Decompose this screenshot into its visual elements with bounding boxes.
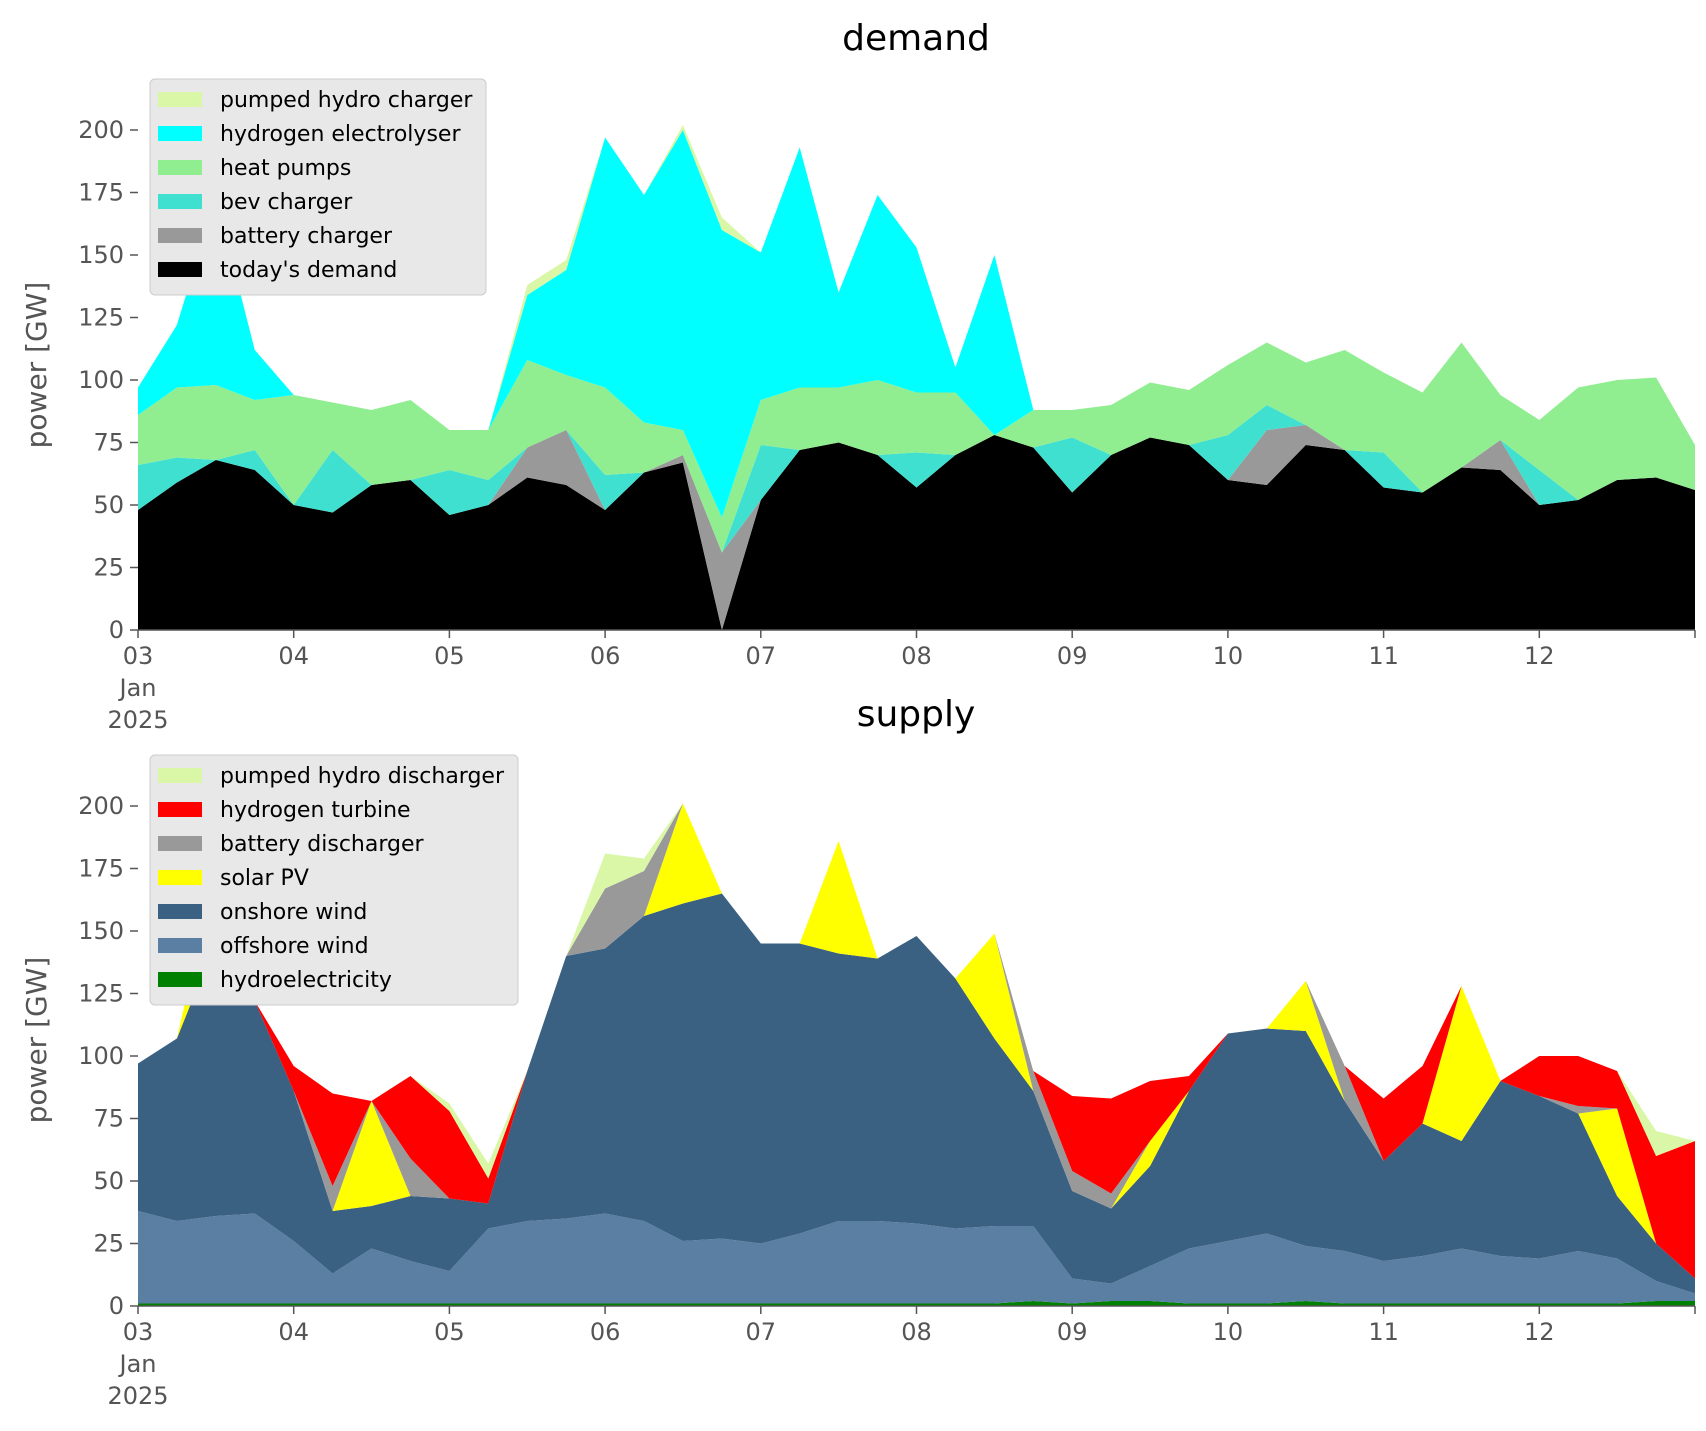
y-tick-label: 50 [93, 491, 124, 519]
legend-swatch-hydroelectricity [158, 972, 202, 987]
x-tick-month-label: Jan [118, 1350, 157, 1378]
legend-swatch-today-s-demand [158, 262, 202, 277]
area-battery-charger [138, 425, 1695, 630]
y-tick-label: 75 [93, 429, 124, 457]
x-tick-label: 08 [901, 642, 932, 670]
x-tick-label: 05 [434, 642, 465, 670]
demand-x-ticks: 03 04 05 06 07 08 09 10 11 12 Jan 2025 [107, 630, 1696, 734]
x-tick-label: 05 [434, 1318, 465, 1346]
supply-areas [138, 803, 1695, 1306]
x-tick-label: 06 [590, 1318, 621, 1346]
x-tick-month-label: Jan [118, 674, 157, 702]
legend-label-bev-charger: bev charger [220, 190, 353, 215]
legend-label-pumped-hydro-discharger: pumped hydro discharger [220, 764, 505, 789]
legend-label-heat-pumps: heat pumps [220, 156, 351, 181]
legend-swatch-hydrogen-turbine [158, 802, 202, 817]
legend-swatch-hydrogen-electrolyser [158, 126, 202, 141]
supply-y-axis-label: power [GW] [20, 957, 53, 1124]
demand-areas [138, 125, 1695, 630]
legend-label-onshore-wind: onshore wind [220, 900, 367, 925]
y-tick-label: 200 [78, 792, 124, 820]
legend-label-hydrogen-electrolyser: hydrogen electrolyser [220, 122, 461, 147]
demand-panel: demand 0 25 50 75 100 125 150 175 200 03 04 05 06 07… [20, 18, 1696, 734]
legend-label-battery-discharger: battery discharger [220, 832, 425, 857]
y-tick-label: 25 [93, 554, 124, 582]
y-tick-label: 175 [78, 855, 124, 883]
x-tick-label: 11 [1368, 642, 1399, 670]
x-tick-label: 09 [1057, 642, 1088, 670]
y-tick-label: 100 [78, 366, 124, 394]
legend-frame [149, 78, 487, 296]
x-tick-label: 06 [590, 642, 621, 670]
y-tick-label: 125 [78, 304, 124, 332]
y-tick-label: 75 [93, 1105, 124, 1133]
supply-legend: pumped hydro discharger hydrogen turbine b… [149, 754, 519, 1006]
legend-swatch-battery-discharger [158, 836, 202, 851]
x-tick-label: 12 [1524, 642, 1555, 670]
area-bev-charger [138, 405, 1695, 553]
y-tick-label: 175 [78, 179, 124, 207]
x-tick-label: 03 [123, 642, 154, 670]
demand-title: demand [842, 18, 990, 59]
x-tick-label: 07 [746, 642, 777, 670]
supply-x-ticks: 03 04 05 06 07 08 09 10 11 12 Jan 2025 [107, 1306, 1696, 1410]
x-tick-year-label: 2025 [107, 706, 168, 734]
legend-label-solar-pv: solar PV [220, 866, 309, 891]
y-tick-label: 0 [109, 1292, 124, 1320]
y-tick-label: 50 [93, 1167, 124, 1195]
demand-legend: pumped hydro charger hydrogen electrolyse… [149, 78, 487, 296]
y-tick-label: 150 [78, 917, 124, 945]
supply-panel: supply 0 25 50 75 100 125 150 175 200 03 04 05 06 07… [20, 694, 1696, 1410]
x-tick-label: 03 [123, 1318, 154, 1346]
area-onshore-wind [138, 893, 1695, 1294]
legend-swatch-solar-pv [158, 870, 202, 885]
legend-swatch-offshore-wind [158, 938, 202, 953]
supply-title: supply [857, 694, 976, 735]
legend-label-pumped-hydro-charger: pumped hydro charger [220, 88, 473, 113]
demand-y-ticks: 0 25 50 75 100 125 150 175 200 [78, 116, 138, 644]
x-tick-label: 08 [901, 1318, 932, 1346]
x-tick-label: 12 [1524, 1318, 1555, 1346]
supply-y-ticks: 0 25 50 75 100 125 150 175 200 [78, 792, 138, 1320]
y-tick-label: 0 [109, 616, 124, 644]
area-heat-pumps [138, 342, 1695, 553]
legend-swatch-pumped-hydro-charger [158, 92, 202, 107]
legend-label-offshore-wind: offshore wind [220, 934, 369, 959]
area-offshore-wind [138, 1211, 1695, 1304]
legend-label-today-s-demand: today's demand [220, 258, 397, 283]
legend-swatch-heat-pumps [158, 160, 202, 175]
y-tick-label: 25 [93, 1230, 124, 1258]
legend-label-battery-charger: battery charger [220, 224, 393, 249]
demand-y-axis-label: power [GW] [20, 282, 53, 449]
x-tick-label: 09 [1057, 1318, 1088, 1346]
legend-swatch-bev-charger [158, 194, 202, 209]
legend-swatch-onshore-wind [158, 904, 202, 919]
legend-swatch-battery-charger [158, 228, 202, 243]
y-tick-label: 150 [78, 241, 124, 269]
y-tick-label: 100 [78, 1042, 124, 1070]
x-tick-year-label: 2025 [107, 1382, 168, 1410]
x-tick-label: 04 [278, 1318, 309, 1346]
legend-swatch-pumped-hydro-discharger [158, 768, 202, 783]
x-tick-label: 10 [1213, 642, 1244, 670]
legend-label-hydroelectricity: hydroelectricity [220, 968, 392, 993]
x-tick-label: 04 [278, 642, 309, 670]
area-hydrogen-electrolyser [138, 130, 1695, 518]
y-tick-label: 200 [78, 116, 124, 144]
y-tick-label: 125 [78, 980, 124, 1008]
area-today-s-demand [138, 435, 1695, 630]
x-tick-label: 11 [1368, 1318, 1399, 1346]
legend-label-hydrogen-turbine: hydrogen turbine [220, 798, 411, 823]
x-tick-label: 10 [1213, 1318, 1244, 1346]
legend-frame [149, 754, 519, 1006]
x-tick-label: 07 [746, 1318, 777, 1346]
